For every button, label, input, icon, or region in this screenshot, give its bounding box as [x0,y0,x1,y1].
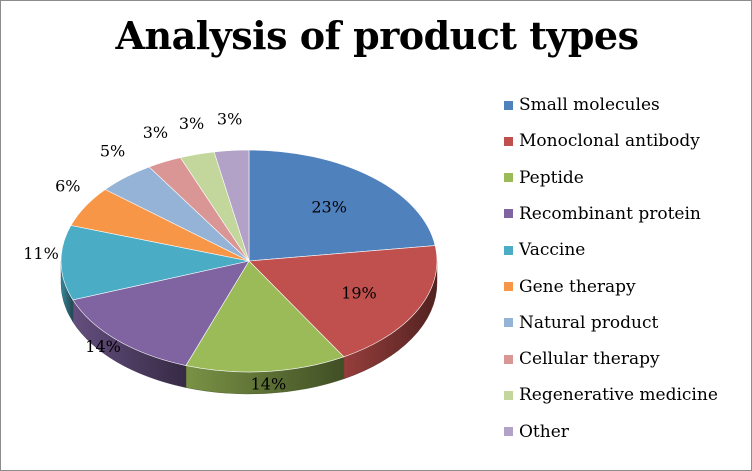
pie-slice-1 [248,245,438,358]
legend-item: Monoclonal antibody [504,128,700,154]
legend-label: Peptide [519,167,584,188]
legend-item: Vaccine [504,237,585,263]
legend-item: Gene therapy [504,274,636,300]
legend-item: Recombinant protein [504,201,701,227]
data-label-2: 14% [251,374,287,393]
chart-title: Analysis of product types [115,13,639,58]
legend-item: Cellular therapy [504,346,660,372]
legend-item: Regenerative medicine [504,382,718,408]
pie-slice-2 [185,260,345,373]
legend-swatch [504,209,513,219]
pie-slice-0 [248,149,436,262]
legend-swatch [504,354,513,364]
data-label-7: 3% [143,123,168,142]
legend-label: Monoclonal antibody [519,131,700,152]
legend-label: Small molecules [519,95,660,115]
legend-swatch [504,100,513,110]
data-label-5: 6% [55,177,80,196]
legend-label: Cellular therapy [519,349,660,370]
legend-swatch [504,136,513,146]
legend-swatch [504,318,513,328]
data-label-6: 5% [100,142,125,161]
legend-label: Other [519,421,569,442]
pie-slice-3 [72,260,250,366]
pie-slice-9 [213,149,250,262]
data-label-8: 3% [179,114,204,133]
legend-label: Recombinant protein [519,203,701,224]
legend-label: Natural product [519,312,659,333]
pie-slice-4 [60,225,250,301]
legend-item: Other [504,419,569,445]
data-label-9: 3% [217,110,242,129]
data-label-3: 14% [85,337,121,356]
legend-swatch [504,245,513,255]
legend-item: Natural product [504,310,658,336]
legend-swatch [504,282,513,291]
legend-label: Gene therapy [519,276,636,297]
legend-item: Peptide [504,165,584,191]
data-label-0: 23% [311,198,347,217]
legend-label: Vaccine [519,240,586,261]
legend-swatch [504,173,513,183]
legend-swatch [504,390,513,400]
legend-item: Small molecules [504,92,660,118]
legend-label: Regenerative medicine [519,385,718,406]
legend-swatch [504,427,513,437]
data-label-4: 11% [23,244,59,263]
data-label-1: 19% [341,283,377,302]
